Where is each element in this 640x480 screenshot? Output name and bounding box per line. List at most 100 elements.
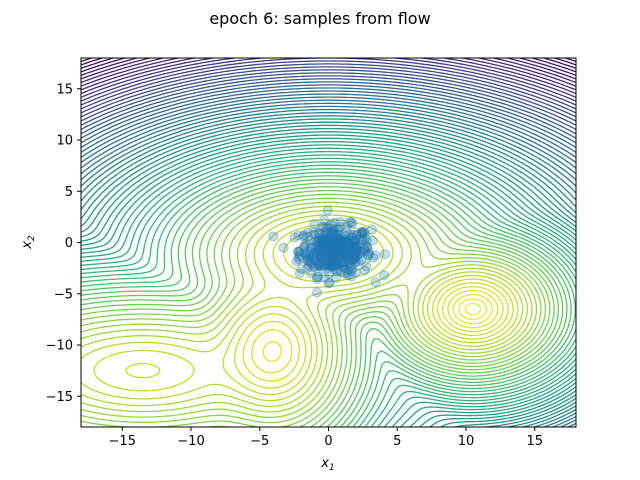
sample-point: [328, 251, 339, 262]
sample-point: [323, 228, 334, 239]
sample-point: [299, 242, 310, 253]
contour-line: [81, 164, 576, 427]
sample-point: [313, 227, 324, 238]
sample-point: [314, 241, 325, 252]
sample-point: [348, 243, 359, 254]
sample-point: [337, 246, 348, 257]
sample-point: [329, 238, 340, 249]
sample-point: [350, 236, 360, 247]
sample-point: [357, 227, 368, 238]
contour-line: [81, 209, 533, 413]
y-axis-label-subscript: 2: [27, 235, 37, 241]
sample-point: [328, 234, 339, 245]
sample-point: [364, 248, 375, 259]
sample-point: [328, 255, 339, 266]
sample-point: [335, 246, 346, 257]
sample-point: [359, 265, 370, 276]
y-axis-ticks: −15 −10 −5 0 5 10 15: [46, 82, 81, 405]
sample-point: [342, 250, 353, 261]
sample-point: [323, 220, 334, 231]
contour-line: [81, 58, 576, 66]
sample-point: [351, 243, 362, 254]
sample-point: [333, 240, 343, 251]
sample-point: [349, 252, 360, 263]
sample-point: [325, 250, 336, 261]
sample-point: [292, 246, 303, 257]
contour-line: [251, 245, 504, 374]
sample-point: [321, 222, 332, 233]
sample-point: [324, 268, 335, 279]
contour-line: [81, 93, 576, 159]
sample-point: [350, 238, 361, 249]
sample-point: [294, 246, 305, 257]
sample-point: [351, 250, 362, 261]
sample-point: [331, 266, 342, 277]
sample-point: [307, 248, 318, 259]
x-tick-label: 15: [526, 434, 543, 449]
sample-point: [331, 228, 342, 239]
sample-point: [337, 250, 348, 261]
contour-line: [81, 178, 568, 427]
sample-point: [349, 254, 359, 265]
sample-point: [353, 239, 364, 249]
sample-point: [370, 277, 381, 288]
sample-point: [300, 238, 311, 249]
sample-point: [319, 260, 330, 271]
x-tick-label: −15: [109, 434, 136, 449]
contour-line: [81, 58, 576, 87]
sample-point: [310, 247, 321, 258]
contour-line: [81, 201, 542, 424]
sample-point: [317, 234, 328, 245]
sample-point: [337, 257, 348, 268]
sample-point: [341, 246, 352, 257]
contour-line: [452, 293, 494, 325]
sample-point: [324, 233, 335, 244]
contour-line: [81, 205, 538, 418]
sample-point: [343, 270, 354, 281]
sample-point: [332, 236, 343, 247]
contour-line: [81, 219, 524, 402]
sample-point: [344, 234, 355, 245]
sample-point: [357, 235, 368, 246]
sample-point: [312, 235, 323, 246]
sample-point: [353, 256, 364, 267]
x-tick-label: 0: [324, 434, 332, 449]
sample-point: [318, 237, 329, 248]
sample-point: [344, 262, 355, 272]
contour-line: [242, 235, 509, 382]
sample-point: [314, 259, 325, 270]
sample-point: [312, 287, 322, 298]
sample-point: [334, 238, 345, 249]
contour-line: [81, 87, 576, 149]
contour-line: [81, 144, 576, 427]
sample-point: [356, 227, 367, 238]
sample-point: [322, 261, 333, 271]
y-tick-label: −15: [46, 390, 73, 405]
sample-point: [310, 254, 320, 265]
sample-point: [344, 254, 355, 265]
sample-point: [293, 230, 304, 241]
sample-point: [325, 242, 335, 253]
sample-point: [332, 248, 343, 259]
sample-point: [343, 241, 353, 252]
sample-point: [362, 241, 372, 252]
sample-point: [309, 242, 320, 253]
sample-point: [329, 246, 340, 257]
sample-point: [347, 248, 358, 259]
sample-point: [345, 230, 356, 240]
sample-point: [337, 237, 348, 248]
contour-line: [81, 175, 572, 427]
sample-point: [305, 235, 316, 246]
sample-point: [332, 240, 343, 251]
sample-point: [316, 246, 326, 257]
sample-point: [334, 244, 345, 255]
sample-point: [337, 247, 348, 258]
sample-point: [342, 236, 353, 247]
contour-line: [81, 140, 576, 427]
sample-point: [324, 232, 335, 243]
contour-line: [81, 58, 576, 98]
sample-point: [379, 270, 390, 281]
x-axis-label: x1: [320, 456, 334, 473]
sample-point: [343, 238, 354, 248]
